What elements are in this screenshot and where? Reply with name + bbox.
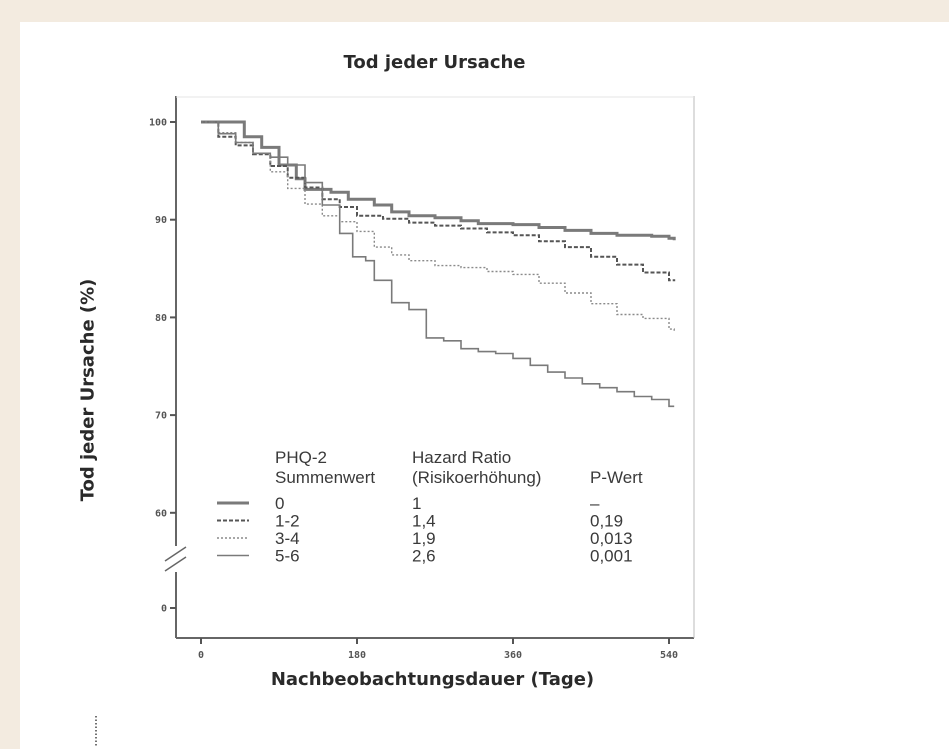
legend-header-group: Summenwert — [275, 468, 375, 487]
axis-break-mark — [164, 556, 187, 572]
legend-header-hr: (Risikoerhöhung) — [412, 468, 541, 487]
legend-group: 5-6 — [275, 547, 300, 566]
axis-break-mark — [164, 546, 187, 562]
legend-p-value: 0,013 — [590, 529, 633, 548]
legend-group: 0 — [275, 494, 284, 513]
y-tick-label: 60 — [155, 508, 167, 519]
legend-header-group: PHQ-2 — [275, 448, 327, 467]
legend-hazard-ratio: 1,4 — [412, 512, 436, 531]
series-lines — [201, 120, 676, 408]
x-tick-label: 180 — [348, 650, 366, 661]
legend-hazard-ratio: 1 — [412, 494, 421, 513]
series-line-5-6 — [201, 121, 675, 408]
x-tick-label: 0 — [198, 650, 204, 661]
legend-group: 3-4 — [275, 529, 300, 548]
x-axis-label: Nachbeobachtungsdauer (Tage) — [270, 669, 595, 690]
legend-group: 1-2 — [275, 512, 300, 531]
legend-p-value: – — [590, 494, 600, 513]
x-tick-label: 540 — [660, 650, 678, 661]
legend-hazard-ratio: 2,6 — [412, 547, 436, 566]
y-tick-label: 80 — [155, 313, 167, 324]
legend-p-value: 0,19 — [590, 512, 623, 531]
legend-header-hr: Hazard Ratio — [412, 448, 511, 467]
series-line-1-2 — [201, 121, 676, 282]
legend-p-value: 0,001 — [590, 547, 633, 566]
series-line-0 — [201, 120, 676, 241]
y-tick-label: 0 — [161, 604, 167, 615]
legend-hazard-ratio: 1,9 — [412, 529, 436, 548]
series-line-3-4 — [201, 121, 675, 333]
dotted-marker — [95, 716, 97, 746]
plot-frame — [164, 96, 695, 639]
figure-panel — [20, 22, 949, 749]
y-tick-label: 70 — [155, 411, 167, 422]
y-tick-label: 100 — [149, 118, 167, 129]
y-tick-label: 90 — [155, 215, 167, 226]
axis-ticks: 100 90 80 70 60 0 0 180 360 540 — [149, 118, 678, 662]
x-tick-label: 360 — [504, 650, 522, 661]
chart-title: Tod jeder Ursache — [343, 52, 526, 73]
legend-header-p: P-Wert — [590, 468, 643, 487]
